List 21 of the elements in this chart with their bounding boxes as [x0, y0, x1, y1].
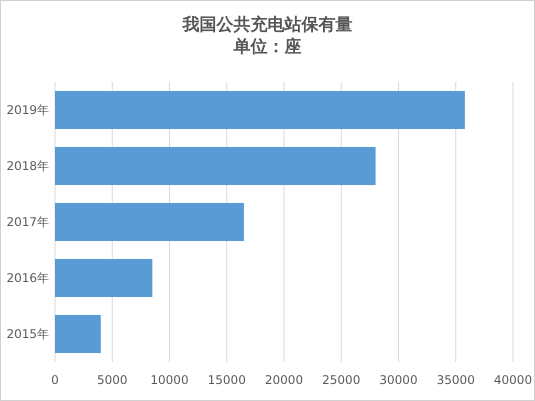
- y-tick-label: 2015年: [6, 327, 49, 341]
- bar: [55, 202, 244, 242]
- bar: [55, 90, 465, 130]
- x-tick-label: 10000: [150, 373, 189, 387]
- y-tick-label: 2018年: [6, 159, 49, 173]
- chart-title: 我国公共充电站保有量: [182, 15, 352, 35]
- x-tick-label: 25000: [322, 373, 360, 387]
- y-tick-label: 2017年: [6, 215, 49, 229]
- y-tick-label: 2019年: [6, 103, 49, 117]
- x-tick-label: 5000: [96, 373, 128, 387]
- x-tick-label: 15000: [208, 373, 246, 387]
- x-tick-label: 30000: [379, 373, 418, 387]
- y-tick-label: 2016年: [6, 271, 49, 285]
- bar: [55, 314, 101, 354]
- bar: [55, 258, 152, 298]
- bar: [55, 146, 376, 186]
- x-tick-label: 40000: [494, 373, 532, 387]
- x-tick-label: 20000: [264, 373, 304, 387]
- chart-subtitle: 单位：座: [232, 37, 302, 57]
- x-tick-label: 35000: [436, 373, 475, 387]
- x-tick-label: 0: [51, 373, 59, 387]
